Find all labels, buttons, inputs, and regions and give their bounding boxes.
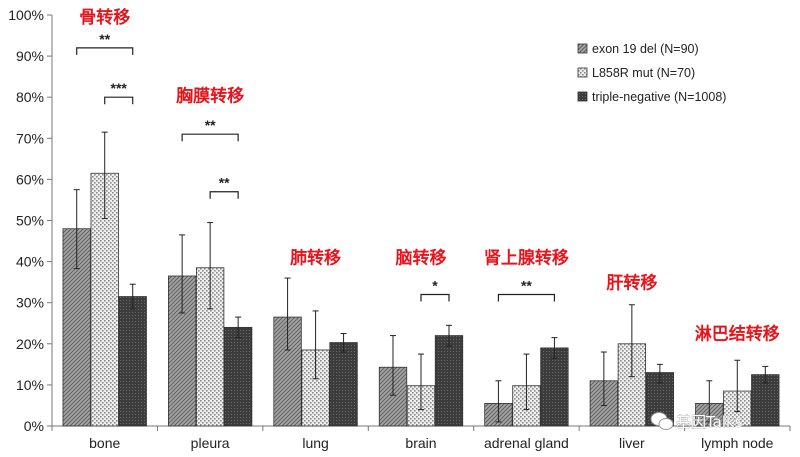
legend-swatch — [577, 67, 588, 78]
y-tick-label: 80% — [16, 89, 44, 105]
metastasis-annotation: 肺转移 — [290, 248, 341, 269]
x-tick-label: lung — [302, 435, 328, 451]
y-tick-label: 0% — [24, 418, 44, 434]
significance-bracket — [76, 47, 134, 55]
significance-label: ** — [219, 175, 230, 191]
legend: exon 19 del (N=90) L858R mut (N=70) triple… — [577, 42, 726, 104]
y-tick-label: 10% — [16, 377, 44, 393]
significance-bracket — [497, 293, 556, 302]
y-tick-label: 20% — [16, 336, 44, 352]
y-tick-label: 90% — [16, 48, 44, 64]
x-tick-label: lymph node — [701, 435, 774, 451]
metastasis-annotation: 肾上腺转移 — [484, 248, 569, 269]
x-tick-label: liver — [619, 435, 645, 451]
bar-dark — [118, 296, 147, 427]
significance-label: *** — [111, 80, 128, 96]
significance-bracket — [209, 191, 239, 199]
significance-label: ** — [205, 117, 216, 133]
metastasis-annotation: 胸膜转移 — [176, 85, 244, 106]
significance-bracket — [420, 293, 450, 302]
significance-bracket — [104, 96, 134, 105]
axes: 0% 10% 20% 30% 40% 50% 60% 70% 80% 90% 100% bone ple… — [8, 7, 791, 451]
metastasis-annotation: 淋巴结转移 — [695, 324, 780, 345]
bar-dark — [223, 326, 253, 427]
wechat-icon-bubble-front — [658, 418, 674, 430]
significance-label: ** — [99, 31, 110, 47]
error-bars — [73, 131, 769, 423]
wechat-icon — [650, 412, 674, 430]
x-tick-label: brain — [405, 435, 436, 451]
legend-label: L858R mut (N=70) — [592, 66, 695, 80]
y-tick-label: 30% — [16, 295, 44, 311]
significance-brackets: ********** ** — [76, 31, 556, 302]
bar-dark — [329, 342, 358, 427]
x-tick-label: bone — [89, 435, 120, 451]
y-tick-label: 40% — [16, 254, 44, 270]
y-tick-label: 60% — [16, 171, 44, 187]
metastasis-annotation: 脑转移 — [396, 248, 447, 269]
bar-dark — [434, 335, 464, 427]
legend-label: exon 19 del (N=90) — [592, 42, 699, 56]
legend-swatch — [577, 43, 588, 54]
legend-label: triple-negative (N=1008) — [592, 90, 726, 104]
legend-swatch — [577, 91, 588, 102]
y-tick-label: 50% — [16, 213, 44, 229]
metastasis-annotation: 肝转移 — [606, 272, 657, 293]
y-tick-label: 70% — [16, 130, 44, 146]
significance-label: ** — [521, 277, 532, 293]
y-tick-label: 100% — [8, 7, 44, 23]
significance-bracket — [181, 133, 239, 142]
significance-label: * — [432, 277, 438, 293]
metastasis-annotation: 骨转移 — [79, 7, 130, 28]
watermark: 基因Talks — [650, 412, 743, 431]
bar-dark — [540, 347, 569, 427]
watermark-text: 基因Talks — [676, 413, 743, 431]
x-tick-label: adrenal gland — [484, 435, 569, 451]
x-tick-label: pleura — [191, 435, 230, 451]
